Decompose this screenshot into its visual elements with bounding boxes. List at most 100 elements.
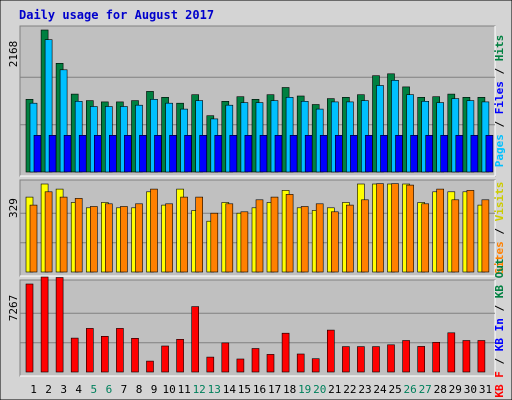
- pages-bar: [259, 135, 268, 173]
- kbf-bar: [417, 346, 426, 373]
- side-legend: Sites / Visits: [493, 182, 506, 275]
- pages-bar: [380, 135, 388, 173]
- x-tick-label: 2: [45, 383, 52, 396]
- x-tick-label: 26: [403, 383, 416, 396]
- kbf-bar: [221, 342, 230, 373]
- kbf-bar: [206, 356, 215, 373]
- x-tick-label: 31: [479, 383, 492, 396]
- kbf-bar: [70, 337, 79, 373]
- x-tick-label: 16: [253, 383, 266, 396]
- sites-bar: [225, 203, 234, 273]
- pages-bar: [184, 135, 192, 173]
- sites-bar: [105, 203, 113, 273]
- side-legend-part: Files: [493, 81, 506, 114]
- x-tick-label: 10: [162, 383, 175, 396]
- pages-bar: [139, 135, 147, 173]
- sites-bar: [210, 212, 219, 273]
- sites-bar: [59, 196, 68, 273]
- sites-bar: [315, 203, 324, 273]
- side-legend-part: Hits: [493, 35, 506, 62]
- kbf-bar: [326, 329, 335, 373]
- sites-bar: [180, 196, 188, 273]
- sites-bar: [270, 196, 279, 273]
- kbf-bar: [372, 346, 380, 373]
- sites-bar: [74, 198, 83, 273]
- pages-bar: [169, 135, 177, 173]
- files-bar: [44, 39, 53, 173]
- sites-bar: [120, 206, 128, 273]
- pages-bar: [78, 135, 87, 173]
- pages-bar: [229, 135, 238, 173]
- side-legend-part: /: [493, 298, 506, 318]
- x-tick-label: 25: [388, 383, 401, 396]
- x-tick-label: 5: [90, 383, 97, 396]
- files-bar: [285, 97, 294, 173]
- pages-bar: [470, 135, 479, 173]
- kbf-bar: [40, 276, 49, 373]
- x-tick-label: 19: [298, 383, 311, 396]
- pages-bar: [455, 135, 464, 173]
- x-tick-label: 21: [328, 383, 341, 396]
- pages-bar: [334, 135, 343, 173]
- side-legend-part: KB In: [493, 318, 506, 351]
- sites-bar: [29, 204, 38, 273]
- side-legend-part: /: [493, 351, 506, 371]
- kbf-bar: [86, 328, 94, 373]
- x-tick-label: 13: [208, 383, 221, 396]
- files-bar: [406, 94, 414, 173]
- x-tick-label: 6: [106, 383, 113, 396]
- pages-bar: [440, 135, 449, 173]
- side-legend-part: /: [493, 221, 506, 241]
- sites-bar: [44, 191, 53, 273]
- kbf-bar: [146, 360, 154, 373]
- x-tick-label: 3: [60, 383, 67, 396]
- pages-bar: [289, 135, 298, 173]
- pages-bar: [214, 135, 223, 173]
- side-legend: Pages / Files / Hits: [493, 35, 506, 168]
- kbf-bar: [251, 348, 260, 373]
- sites-bar: [436, 188, 445, 273]
- x-tick-label: 15: [238, 383, 251, 396]
- x-axis: 1 2 3 4 5 6 7 8 9 10 11 12 13 14 15 16 17 18 19 20 21 22 23 24 2…: [30, 383, 492, 396]
- pages-bar: [395, 135, 403, 173]
- pages-bar: [33, 135, 42, 173]
- kbf-bar: [131, 337, 139, 373]
- pages-bar: [124, 135, 132, 173]
- sites-bar: [90, 206, 98, 273]
- sites-bar: [481, 199, 490, 273]
- kbf-bar: [176, 338, 184, 373]
- pages-bar: [154, 135, 162, 173]
- x-tick-label: 23: [358, 383, 371, 396]
- x-tick-label: 4: [75, 383, 82, 396]
- side-legend-part: Pages: [493, 134, 506, 167]
- sites-bar: [300, 206, 309, 273]
- pages-bar: [485, 135, 494, 173]
- kbf-bar: [447, 332, 456, 373]
- kbf-bar: [477, 340, 486, 373]
- x-tick-label: 8: [136, 383, 143, 396]
- y-max-label: 7267: [7, 295, 20, 322]
- sites-bar: [391, 183, 399, 273]
- side-legend-part: /: [493, 61, 506, 81]
- sites-bar: [255, 199, 264, 273]
- pages-bar: [48, 135, 57, 173]
- pages-bar: [109, 135, 117, 173]
- sites-bar: [376, 183, 384, 273]
- sites-bar: [346, 204, 354, 273]
- kbf-bar: [432, 341, 441, 373]
- kbf-bar: [101, 335, 109, 373]
- x-tick-label: 11: [178, 383, 191, 396]
- kbf-bar: [462, 340, 471, 373]
- kbf-bar: [311, 358, 320, 373]
- x-tick-label: 20: [313, 383, 326, 396]
- x-tick-label: 29: [449, 383, 462, 396]
- panel-visits-sites: 329 Sites / Visits: [7, 179, 506, 277]
- pages-bar: [319, 135, 328, 173]
- sites-bar: [165, 203, 173, 273]
- files-bar: [391, 80, 399, 173]
- kbf-bar: [387, 344, 395, 373]
- pages-bar: [410, 135, 418, 173]
- x-tick-label: 18: [283, 383, 296, 396]
- pages-bar: [350, 135, 358, 173]
